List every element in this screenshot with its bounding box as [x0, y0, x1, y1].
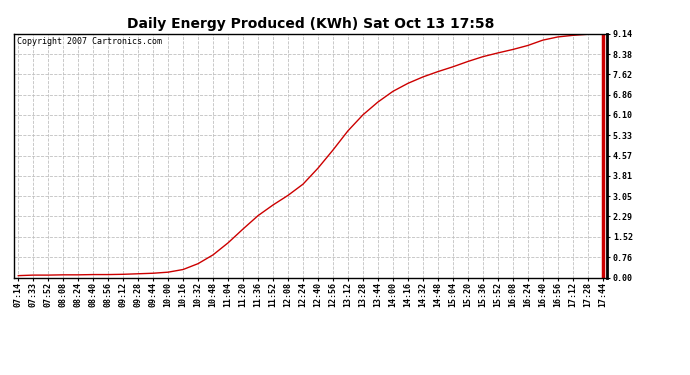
Text: Copyright 2007 Cartronics.com: Copyright 2007 Cartronics.com: [17, 38, 161, 46]
Title: Daily Energy Produced (KWh) Sat Oct 13 17:58: Daily Energy Produced (KWh) Sat Oct 13 1…: [127, 17, 494, 31]
